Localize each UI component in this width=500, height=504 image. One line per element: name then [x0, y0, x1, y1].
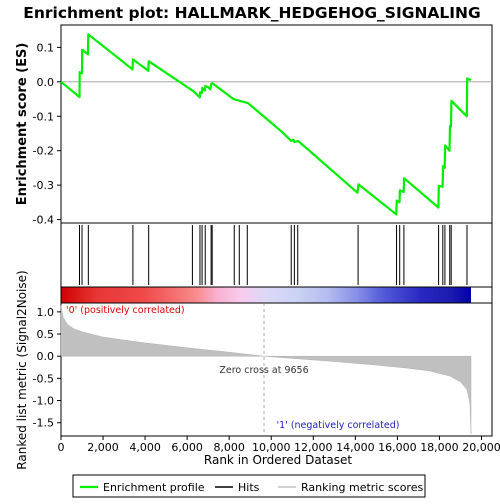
x-tick-label: 4,000 — [129, 441, 161, 454]
metric-y-tick-label: -1.5 — [33, 417, 54, 430]
es-y-tick-label: -0.4 — [33, 214, 54, 227]
metric-y-tick-label: 0.5 — [37, 328, 55, 341]
x-tick-label: 20,000 — [462, 441, 500, 454]
metric-panel: Zero cross at 9656 '0' (positively corre… — [33, 302, 493, 437]
x-tick-label: 0 — [58, 441, 65, 454]
legend: Enrichment profile Hits Ranking metric s… — [72, 474, 426, 498]
legend-metric-label: Ranking metric scores — [301, 481, 423, 494]
metric-y-tick-label: 1.0 — [37, 306, 55, 319]
chart-title: Enrichment plot: HALLMARK_HEDGEHOG_SIGNA… — [23, 4, 481, 22]
es-y-axis-label: Enrichment score (ES) — [15, 43, 30, 206]
es-y-tick-label: -0.3 — [33, 179, 54, 192]
x-tick-label: 16,000 — [378, 441, 417, 454]
metric-y-tick-label: -0.5 — [33, 372, 54, 385]
x-tick-label: 14,000 — [336, 441, 375, 454]
enrichment-profile-line — [60, 33, 472, 216]
x-tick-label: 10,000 — [252, 441, 291, 454]
x-tick-label: 2,000 — [87, 441, 119, 454]
x-tick-label: 8,000 — [213, 441, 245, 454]
x-tick-label: 12,000 — [294, 441, 333, 454]
ranking-metric-area — [60, 305, 472, 434]
negative-correlated-label: '1' (negatively correlated) — [277, 420, 400, 431]
hits-panel — [60, 222, 493, 288]
es-y-tick-label: -0.1 — [33, 110, 54, 123]
zero-cross-label: Zero cross at 9656 — [219, 365, 308, 376]
es-y-tick-label: 0.1 — [37, 41, 55, 54]
hits-plot-area — [60, 222, 493, 288]
metric-y-tick-label: -1.0 — [33, 395, 54, 408]
x-axis-label: Rank in Ordered Dataset — [204, 453, 352, 467]
ranking-heatmap-bar — [61, 287, 471, 303]
legend-enrichment-label: Enrichment profile — [103, 481, 205, 494]
metric-y-tick-label: 0.0 — [37, 350, 55, 363]
x-tick-label: 18,000 — [420, 441, 459, 454]
es-panel: 0.1 0.0 -0.1 -0.2 -0.3 -0.4 — [33, 24, 493, 227]
es-y-tick-label: 0.0 — [37, 76, 55, 89]
es-y-tick-label: -0.2 — [33, 145, 54, 158]
legend-box — [72, 474, 426, 498]
metric-y-axis-label: Ranked list metric (Signal2Noise) — [15, 270, 29, 469]
positive-correlated-label: '0' (positively correlated) — [66, 305, 185, 316]
x-tick-label: 6,000 — [171, 441, 203, 454]
legend-hits-label: Hits — [238, 481, 260, 494]
es-plot-area — [60, 24, 493, 224]
